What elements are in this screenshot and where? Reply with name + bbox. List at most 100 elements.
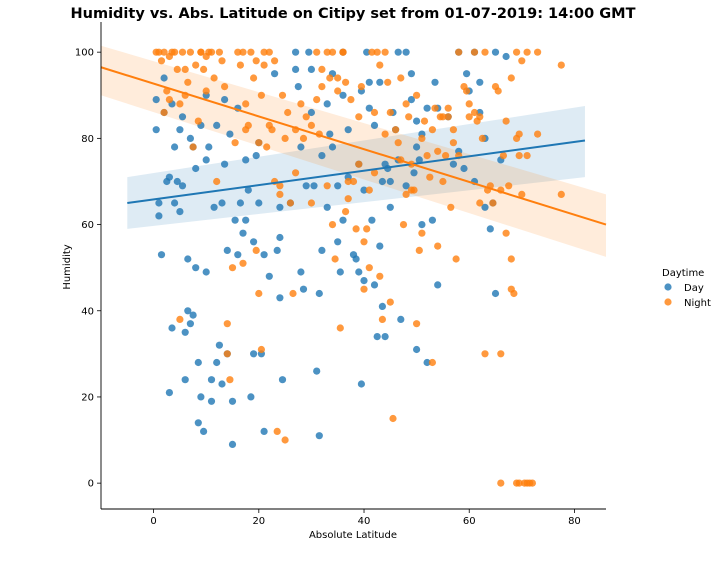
point-night: [384, 79, 391, 86]
point-night: [308, 122, 315, 129]
point-day: [171, 143, 178, 150]
point-day: [271, 70, 278, 77]
point-night: [303, 113, 310, 120]
point-day: [463, 70, 470, 77]
point-night: [176, 100, 183, 107]
point-day: [300, 286, 307, 293]
point-night: [431, 105, 438, 112]
point-day: [334, 182, 341, 189]
point-night: [434, 148, 441, 155]
point-night: [318, 83, 325, 90]
point-day: [374, 333, 381, 340]
point-night: [184, 79, 191, 86]
point-day: [221, 96, 228, 103]
point-day: [153, 126, 160, 133]
point-day: [424, 105, 431, 112]
point-day: [460, 165, 467, 172]
point-day: [292, 66, 299, 73]
point-night: [529, 480, 536, 487]
point-day: [203, 156, 210, 163]
point-day: [203, 268, 210, 275]
point-day: [308, 66, 315, 73]
point-night: [405, 113, 412, 120]
point-day: [221, 161, 228, 168]
legend-marker-day: [664, 283, 671, 290]
y-tick-label: 80: [81, 134, 94, 145]
point-night: [337, 324, 344, 331]
point-day: [318, 247, 325, 254]
point-night: [534, 131, 541, 138]
point-day: [179, 113, 186, 120]
point-night: [258, 346, 265, 353]
point-night: [466, 100, 473, 107]
point-night: [255, 139, 262, 146]
point-night: [389, 415, 396, 422]
y-tick-label: 40: [81, 306, 94, 317]
point-night: [355, 161, 362, 168]
point-day: [434, 281, 441, 288]
legend-label-night: Night: [684, 298, 711, 309]
point-night: [558, 62, 565, 69]
point-night: [358, 83, 365, 90]
point-night: [489, 199, 496, 206]
x-tick-label: 20: [252, 516, 265, 527]
y-ticks: 0 20 40 60 80 100: [75, 48, 101, 490]
point-day: [276, 294, 283, 301]
point-day: [387, 178, 394, 185]
point-day: [326, 131, 333, 138]
point-day: [192, 165, 199, 172]
point-night: [360, 238, 367, 245]
point-night: [455, 49, 462, 56]
point-night: [211, 74, 218, 81]
point-night: [253, 247, 260, 254]
point-day: [213, 359, 220, 366]
point-day: [197, 393, 204, 400]
point-day: [368, 217, 375, 224]
point-night: [481, 350, 488, 357]
point-night: [481, 49, 488, 56]
point-night: [403, 100, 410, 107]
y-tick-label: 20: [81, 392, 94, 403]
point-night: [442, 152, 449, 159]
point-night: [213, 178, 220, 185]
legend-title: Daytime: [662, 268, 704, 279]
x-tick-label: 60: [463, 516, 476, 527]
point-day: [242, 217, 249, 224]
point-night: [284, 109, 291, 116]
point-day: [345, 126, 352, 133]
confidence-bands: [101, 46, 606, 257]
y-axis-label: Humidity: [62, 244, 73, 289]
y-tick-label: 60: [81, 220, 94, 231]
point-day: [450, 161, 457, 168]
point-day: [276, 204, 283, 211]
point-day: [413, 143, 420, 150]
point-night: [313, 96, 320, 103]
x-tick-label: 0: [150, 516, 156, 527]
point-day: [166, 389, 173, 396]
point-night: [445, 113, 452, 120]
point-day: [305, 49, 312, 56]
point-day: [261, 428, 268, 435]
point-night: [258, 92, 265, 99]
point-night: [503, 118, 510, 125]
point-night: [226, 376, 233, 383]
point-night: [247, 49, 254, 56]
point-day: [155, 199, 162, 206]
point-day: [318, 152, 325, 159]
point-day: [261, 251, 268, 258]
point-day: [316, 290, 323, 297]
point-day: [413, 346, 420, 353]
point-night: [513, 135, 520, 142]
point-day: [310, 182, 317, 189]
point-night: [229, 264, 236, 271]
point-night: [287, 199, 294, 206]
point-day: [232, 217, 239, 224]
point-night: [387, 109, 394, 116]
point-night: [245, 122, 252, 129]
point-night: [176, 316, 183, 323]
point-day: [192, 264, 199, 271]
point-day: [379, 178, 386, 185]
point-day: [187, 135, 194, 142]
point-day: [324, 100, 331, 107]
point-day: [176, 126, 183, 133]
